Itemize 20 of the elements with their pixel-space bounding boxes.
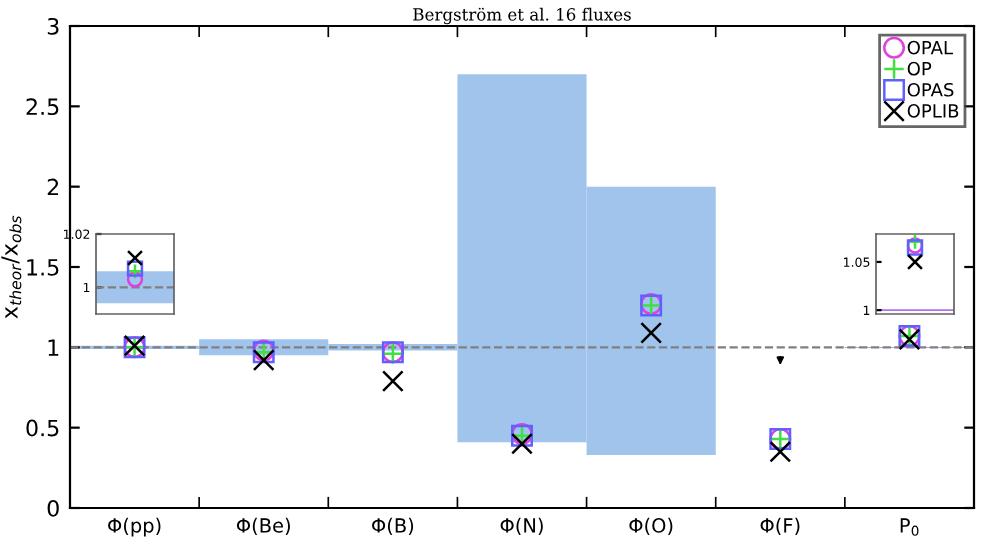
x-tick-label: Φ(Be): [236, 517, 290, 536]
y-tick-label: 0.5: [26, 419, 59, 437]
chart-title: Bergström et al. 16 fluxes: [413, 7, 631, 25]
x-tick-label: Φ(B): [372, 517, 414, 536]
x-tick-label: Φ(O): [629, 517, 673, 536]
y-tick-label: 0: [47, 499, 59, 517]
y-tick-label: 1.5: [27, 259, 59, 276]
y-tick-label: 2: [47, 178, 59, 196]
y-axis-title: x$_{theor}$/x$_{obs}$: [1, 215, 22, 319]
y-tick-label: 2.5: [26, 98, 59, 116]
x-tick-label: Φ(F): [760, 517, 800, 536]
x-tick-label: P$_{0}$: [900, 518, 919, 536]
x-tick-label: Φ(pp): [108, 517, 161, 537]
legend-label: OP: [907, 61, 932, 76]
x-tick-label: Φ(N): [500, 517, 543, 536]
legend-label: OPLIB: [907, 104, 959, 118]
y-tick-label: 3: [47, 17, 59, 35]
legend-label: OPAL: [907, 40, 953, 55]
y-tick-label: 1: [48, 339, 59, 356]
legend-label: OPAS: [907, 82, 954, 97]
